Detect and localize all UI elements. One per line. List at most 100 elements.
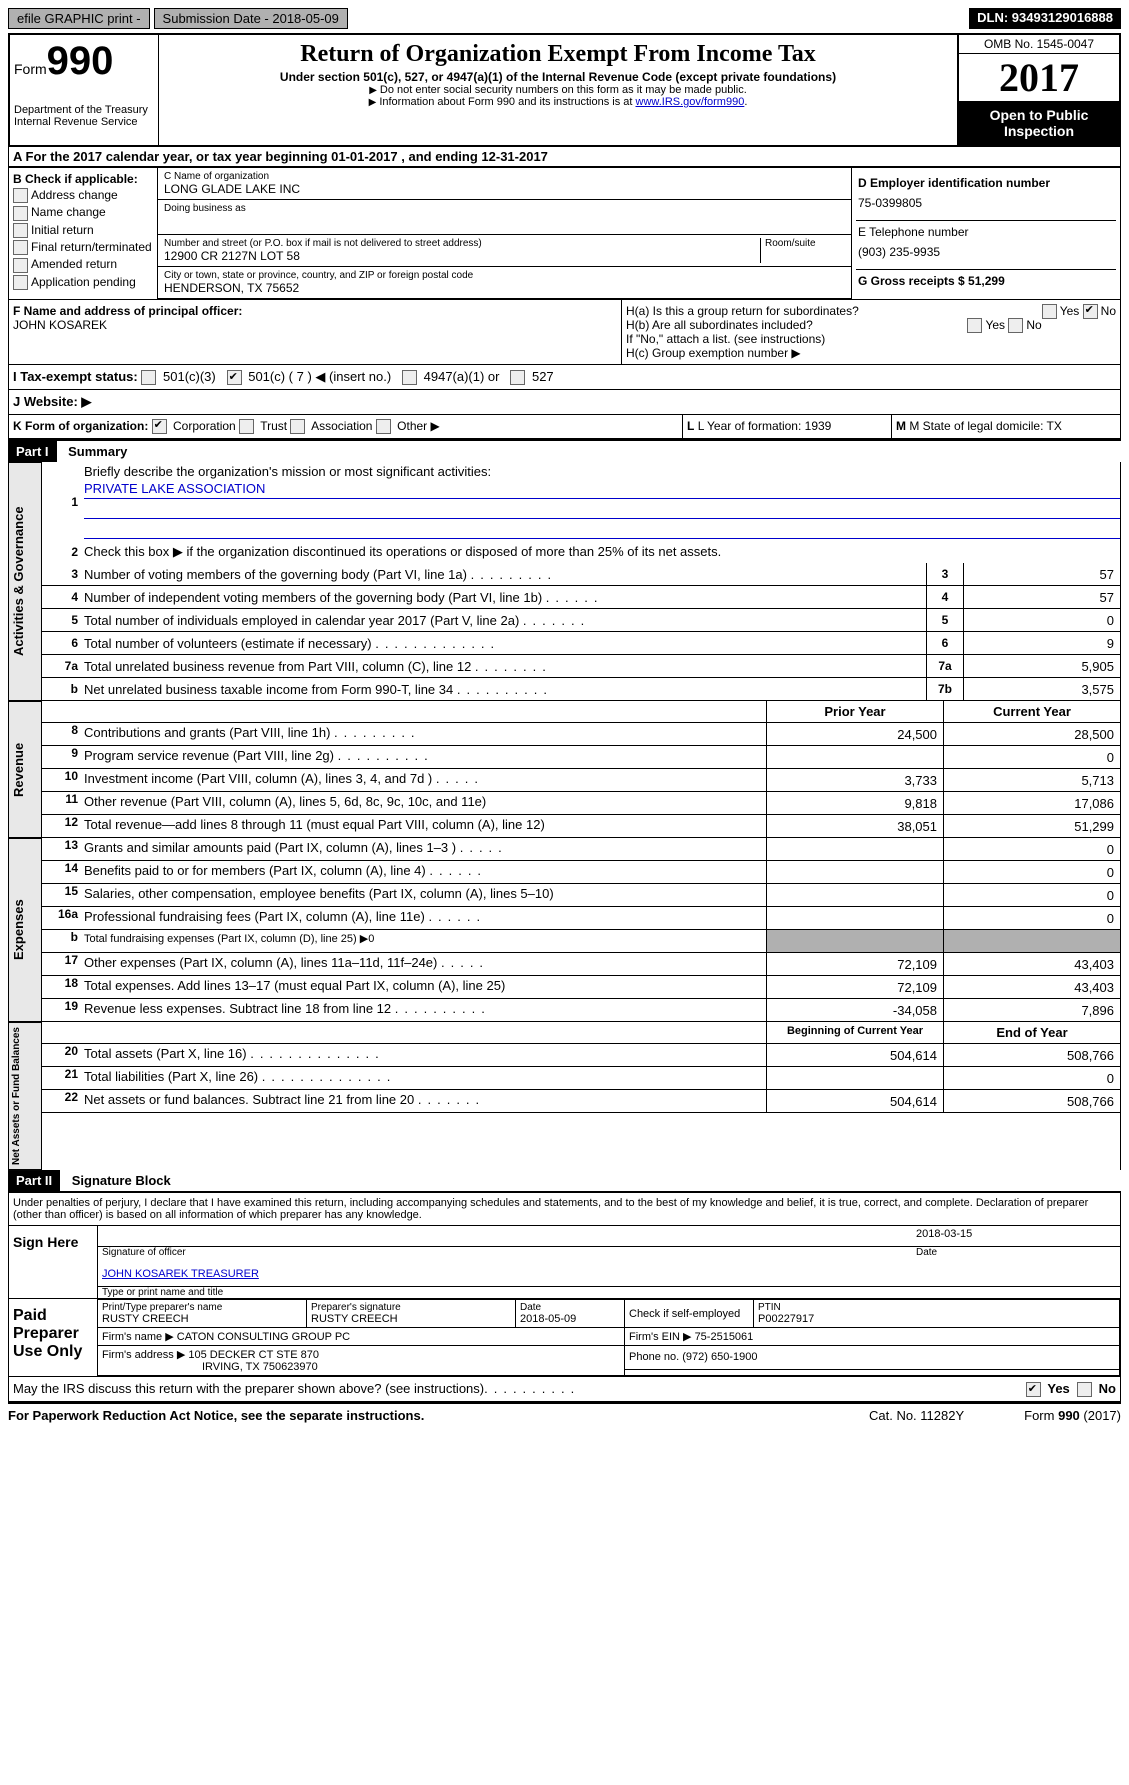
part1-header-row: Part I Summary [8, 441, 1121, 462]
check-trust[interactable] [239, 419, 254, 434]
column-c: C Name of organization LONG GLADE LAKE I… [158, 168, 852, 299]
ha-yes[interactable] [1042, 304, 1057, 319]
line12-prior: 38,051 [766, 815, 943, 837]
irs-link[interactable]: www.IRS.gov/form990 [636, 96, 745, 108]
main-info: B Check if applicable: Address change Na… [9, 166, 1120, 299]
line22-text: Net assets or fund balances. Subtract li… [84, 1092, 414, 1107]
column-f: F Name and address of principal officer:… [9, 300, 622, 364]
check-amended[interactable]: Amended return [13, 257, 153, 272]
row-f-h: F Name and address of principal officer:… [9, 299, 1120, 364]
line16a-prior [766, 907, 943, 929]
line18-current: 43,403 [943, 976, 1120, 998]
hb-note: If "No," attach a list. (see instruction… [626, 332, 1116, 346]
tel-label: E Telephone number [858, 225, 1114, 239]
line20-eoy: 508,766 [943, 1044, 1120, 1066]
org-name-label: C Name of organization [164, 171, 845, 182]
sig-date: 2018-03-15 [912, 1226, 1120, 1247]
line15-prior [766, 884, 943, 906]
line14-current: 0 [943, 861, 1120, 883]
line22-eoy: 508,766 [943, 1090, 1120, 1112]
line10-current: 5,713 [943, 769, 1120, 791]
current-year-header: Current Year [943, 701, 1120, 722]
omb-number: OMB No. 1545-0047 [959, 35, 1119, 54]
check-address[interactable]: Address change [13, 188, 153, 203]
summary-netassets: Net Assets or Fund Balances Beginning of… [8, 1022, 1121, 1170]
check-assoc[interactable] [290, 419, 305, 434]
org-city: HENDERSON, TX 75652 [164, 281, 845, 295]
ssn-note: Do not enter social security numbers on … [163, 84, 953, 96]
dept-treasury: Department of the Treasury [14, 104, 154, 116]
check-527[interactable] [510, 370, 525, 385]
preparer-sig: RUSTY CREECH [311, 1313, 511, 1325]
check-501c3[interactable] [141, 370, 156, 385]
header-mid: Return of Organization Exempt From Incom… [159, 35, 957, 145]
irs-label: Internal Revenue Service [14, 116, 154, 128]
line6-text: Total number of volunteers (estimate if … [84, 636, 372, 651]
open-to-public: Open to Public Inspection [959, 101, 1119, 145]
efile-button[interactable]: efile GRAPHIC print - [8, 8, 150, 29]
row-k-label: K Form of organization: [13, 419, 148, 433]
line20-text: Total assets (Part X, line 16) [84, 1046, 247, 1061]
city-label: City or town, state or province, country… [164, 270, 845, 281]
ein-value: 75-0399805 [858, 190, 1114, 216]
line18-prior: 72,109 [766, 976, 943, 998]
check-name[interactable]: Name change [13, 205, 153, 220]
ptin: P00227917 [758, 1313, 1115, 1325]
firm-city: IRVING, TX 750623970 [202, 1361, 318, 1373]
ha-no[interactable] [1083, 304, 1098, 319]
line9-prior [766, 746, 943, 768]
org-name: LONG GLADE LAKE INC [164, 182, 845, 196]
form-subtitle: Under section 501(c), 527, or 4947(a)(1)… [163, 70, 953, 84]
line4-val: 57 [963, 586, 1120, 608]
tel-value: (903) 235-9935 [858, 239, 1114, 265]
addr-label: Number and street (or P.O. box if mail i… [164, 238, 760, 249]
line3-val: 57 [963, 563, 1120, 585]
check-501c[interactable] [227, 370, 242, 385]
type-name-label: Type or print name and title [98, 1287, 1120, 1298]
check-4947[interactable] [402, 370, 417, 385]
check-other[interactable] [376, 419, 391, 434]
hb-no[interactable] [1008, 318, 1023, 333]
line21-boy [766, 1067, 943, 1089]
submission-date: Submission Date - 2018-05-09 [154, 8, 348, 29]
line21-eoy: 0 [943, 1067, 1120, 1089]
check-final[interactable]: Final return/terminated [13, 240, 153, 255]
eoy-header: End of Year [943, 1022, 1120, 1043]
line7b-val: 3,575 [963, 678, 1120, 700]
tax-year: 2017 [959, 54, 1119, 101]
summary-governance: Activities & Governance 1 Briefly descri… [8, 462, 1121, 701]
line9-current: 0 [943, 746, 1120, 768]
form-label: Form [14, 61, 47, 77]
line17-text: Other expenses (Part IX, column (A), lin… [84, 955, 437, 970]
officer-typed-name: JOHN KOSAREK TREASURER [98, 1266, 1120, 1287]
line20-boy: 504,614 [766, 1044, 943, 1066]
summary-expenses: Expenses 13Grants and similar amounts pa… [8, 838, 1121, 1022]
line16b-prior [766, 930, 943, 952]
line18-text: Total expenses. Add lines 13–17 (must eq… [84, 978, 505, 993]
discuss-yes[interactable] [1026, 1382, 1041, 1397]
cat-number: Cat. No. 11282Y [869, 1408, 964, 1423]
check-pending[interactable]: Application pending [13, 275, 153, 290]
officer-name: JOHN KOSAREK [13, 318, 617, 332]
line5-val: 0 [963, 609, 1120, 631]
header-left: Form990 Department of the Treasury Inter… [10, 35, 159, 145]
sign-here-label: Sign Here [9, 1226, 97, 1298]
part2-header-row: Part II Signature Block [8, 1170, 1121, 1191]
line17-prior: 72,109 [766, 953, 943, 975]
line7b-text: Net unrelated business taxable income fr… [84, 682, 453, 697]
hb-yes[interactable] [967, 318, 982, 333]
line13-current: 0 [943, 838, 1120, 860]
line16a-text: Professional fundraising fees (Part IX, … [84, 909, 425, 924]
line10-prior: 3,733 [766, 769, 943, 791]
signature-block: Under penalties of perjury, I declare th… [8, 1191, 1121, 1402]
line6-val: 9 [963, 632, 1120, 654]
line13-text: Grants and similar amounts paid (Part IX… [84, 840, 456, 855]
hc-label: H(c) Group exemption number ▶ [626, 346, 1116, 360]
part2-header: Part II [8, 1170, 60, 1191]
line11-prior: 9,818 [766, 792, 943, 814]
column-d: D Employer identification number 75-0399… [852, 168, 1120, 299]
check-corp[interactable] [152, 419, 167, 434]
discuss-no[interactable] [1077, 1382, 1092, 1397]
row-l: L L Year of formation: 1939 [682, 415, 891, 438]
check-initial[interactable]: Initial return [13, 223, 153, 238]
